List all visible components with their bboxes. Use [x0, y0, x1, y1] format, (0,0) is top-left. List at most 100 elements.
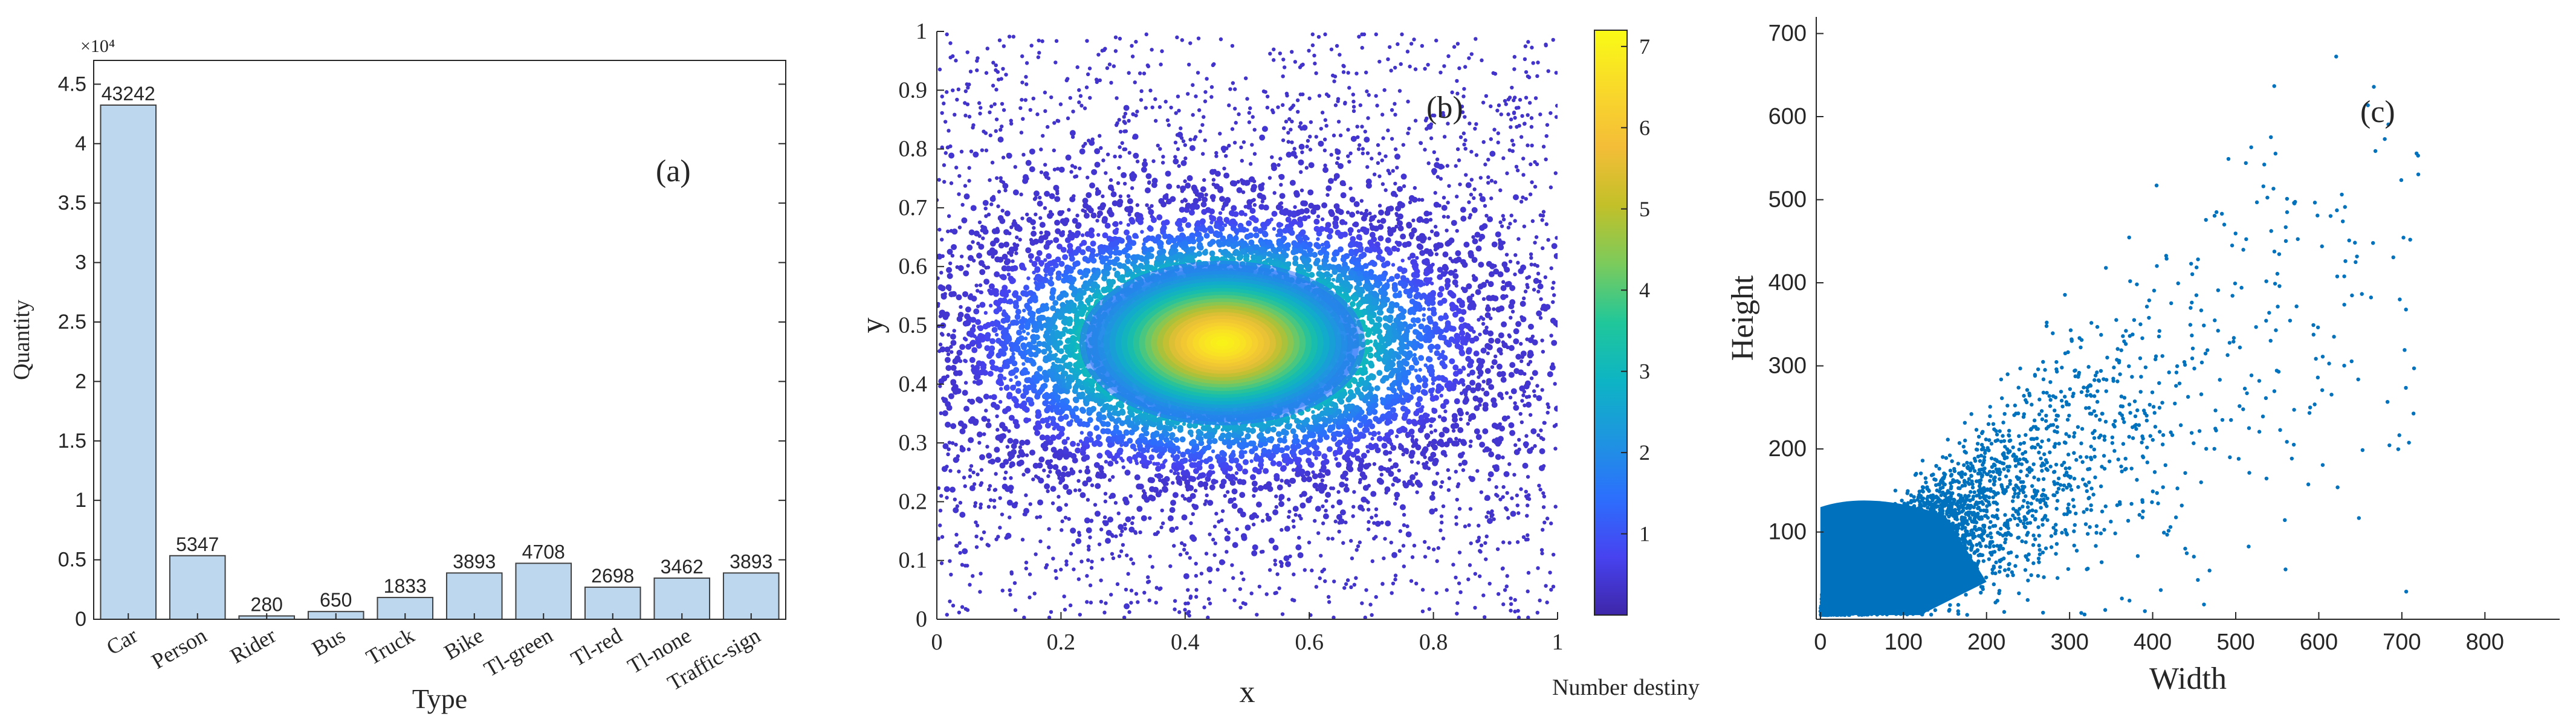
density-point [1307, 48, 1311, 53]
density-point [1062, 594, 1066, 599]
density-point [1121, 465, 1126, 469]
density-point [1080, 233, 1085, 237]
density-point [1037, 201, 1043, 207]
density-point [969, 464, 974, 468]
density-point [998, 496, 1002, 500]
density-point [1545, 402, 1550, 407]
density-point [1104, 538, 1111, 544]
density-point [1486, 511, 1490, 515]
density-point [950, 253, 955, 258]
density-point [1533, 96, 1538, 100]
density-point [1523, 121, 1527, 126]
density-point [1468, 215, 1472, 220]
density-point [1222, 588, 1227, 592]
density-point [946, 352, 951, 356]
density-point [1498, 497, 1503, 501]
density-point [1533, 160, 1537, 164]
density-point [1501, 214, 1505, 218]
density-point [1038, 539, 1043, 544]
density-point [1553, 504, 1558, 509]
density-point [1154, 601, 1158, 605]
density-point [1377, 174, 1382, 178]
density-point [1393, 65, 1397, 70]
density-point [1048, 469, 1052, 474]
density-point [1111, 556, 1116, 561]
density-point [1412, 543, 1417, 548]
density-point [1031, 230, 1037, 237]
density-point [1088, 95, 1092, 100]
density-point [1400, 32, 1404, 37]
density-point [1466, 422, 1470, 426]
density-point [963, 114, 968, 118]
bar-traffic-sign [722, 572, 780, 620]
density-point [1501, 602, 1506, 607]
density-point [1039, 230, 1043, 235]
density-point [1188, 41, 1193, 45]
density-point [1175, 35, 1179, 40]
density-point [1041, 134, 1045, 138]
density-point [1122, 120, 1126, 124]
density-point [1541, 505, 1546, 509]
density-point [1472, 187, 1477, 192]
density-point [1127, 198, 1133, 205]
data-label: 2698 [591, 565, 634, 587]
density-point [1342, 585, 1347, 590]
density-point [1250, 143, 1254, 147]
density-point [1360, 45, 1364, 50]
density-point [1385, 520, 1391, 527]
density-point [1203, 99, 1208, 103]
density-point [1496, 591, 1501, 596]
density-point [1068, 230, 1072, 234]
density-point [1463, 115, 1467, 119]
density-point [1448, 256, 1452, 261]
density-point [1516, 511, 1521, 515]
density-point [1214, 512, 1218, 516]
data-label: 3893 [730, 550, 772, 572]
density-point [1272, 509, 1279, 516]
density-point [1452, 279, 1458, 286]
density-point [1265, 105, 1270, 110]
density-point [1397, 549, 1402, 553]
density-point [1510, 496, 1514, 500]
density-point [1382, 88, 1387, 92]
density-point [1011, 319, 1018, 326]
density-point [1014, 251, 1018, 256]
density-point [939, 561, 944, 566]
density-point [1000, 124, 1004, 129]
density-point [1454, 522, 1458, 526]
density-point [1509, 117, 1513, 121]
density-point [1009, 118, 1013, 123]
density-point [1374, 94, 1378, 98]
density-point [1450, 90, 1454, 95]
density-point [1506, 516, 1510, 520]
density-point [1280, 527, 1284, 532]
density-point [1402, 564, 1406, 569]
density-point [1204, 193, 1208, 197]
density-point [1387, 171, 1392, 176]
density-point [1223, 223, 1228, 227]
density-point [1359, 211, 1364, 216]
density-point [1531, 61, 1535, 65]
density-point [1264, 592, 1269, 596]
density-point [1540, 388, 1544, 392]
density-point [1176, 184, 1180, 189]
density-point [947, 272, 953, 279]
density-point [1319, 553, 1323, 558]
density-point [1083, 209, 1087, 214]
density-point [1150, 421, 1157, 428]
density-point [1151, 182, 1157, 188]
density-point [1356, 229, 1361, 233]
density-point [1412, 329, 1419, 335]
density-point [1173, 607, 1177, 611]
density-point [1107, 62, 1112, 66]
density-point [1388, 45, 1392, 50]
density-point [1268, 51, 1272, 56]
density-point [1202, 115, 1206, 119]
density-point [1365, 89, 1369, 94]
density-point [1088, 583, 1093, 588]
density-point [1241, 577, 1246, 582]
density-point [1541, 527, 1545, 532]
density-point [1521, 173, 1526, 177]
density-point [1505, 574, 1509, 578]
density-point [1127, 150, 1131, 155]
